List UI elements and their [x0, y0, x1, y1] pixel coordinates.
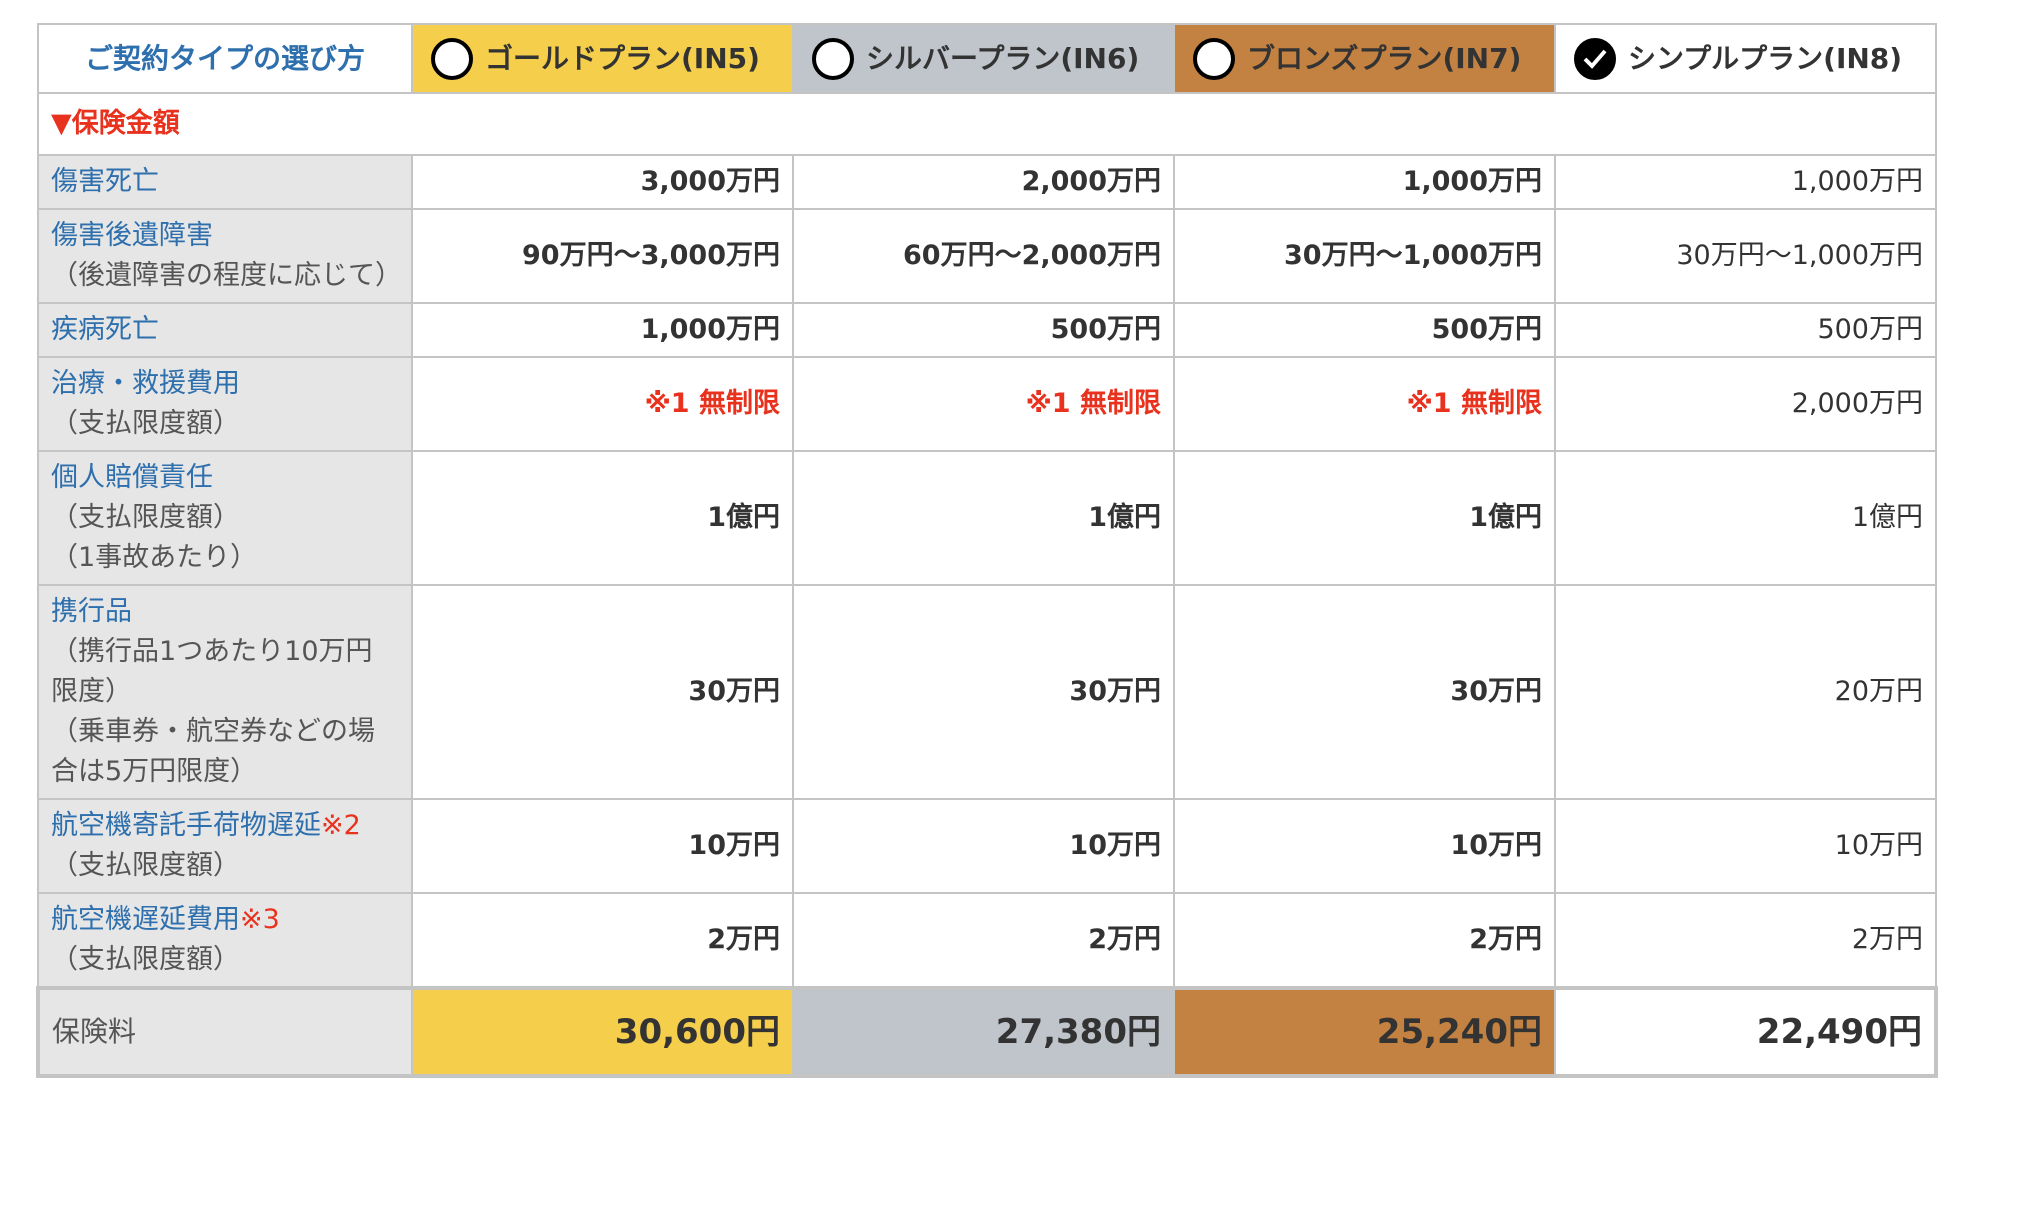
coverage-value: 1億円	[1554, 450, 1937, 586]
coverage-value: 1,000万円	[1554, 154, 1937, 210]
coverage-name: 傷害後遺障害	[51, 220, 213, 251]
coverage-detail: （支払限度額）	[51, 408, 240, 439]
plan-radio-label[interactable]: ブロンズプラン(IN7)	[1187, 37, 1542, 80]
coverage-name: 治療・救援費用	[51, 368, 240, 399]
coverage-value: 2万円	[1173, 892, 1556, 989]
plan-name: シンプルプラン(IN8)	[1628, 41, 1903, 75]
row-label: 治療・救援費用 （支払限度額）	[37, 356, 413, 452]
coverage-value: 1億円	[1173, 450, 1556, 586]
coverage-value: 3,000万円	[411, 154, 794, 210]
coverage-value: 500万円	[1554, 302, 1937, 358]
coverage-name: 携行品	[51, 596, 132, 627]
coverage-detail: （携行品1つあたり10万円限度）	[51, 636, 373, 707]
premium-value: 27,380円	[792, 986, 1175, 1078]
plan-option-1[interactable]: ゴールドプラン(IN5)	[411, 23, 794, 94]
row-label: 個人賠償責任 （支払限度額） （1事故あたり）	[37, 450, 413, 586]
table-row: 航空機遅延費用※3 （支払限度額） 2万円 2万円 2万円 2万円	[37, 892, 1937, 989]
plan-name: ブロンズプラン(IN7)	[1247, 41, 1522, 75]
coverage-value: 60万円〜2,000万円	[792, 208, 1175, 304]
coverage-value: 30万円〜1,000万円	[1173, 208, 1556, 304]
coverage-value: 30万円	[1173, 584, 1556, 800]
plan-radio-label[interactable]: シルバープラン(IN6)	[806, 37, 1161, 80]
coverage-value: ※1 無制限	[792, 356, 1175, 452]
coverage-value: 30万円〜1,000万円	[1554, 208, 1937, 304]
coverage-detail: （乗車券・航空券などの場合は5万円限度）	[51, 716, 375, 787]
coverage-name: 個人賠償責任	[51, 462, 213, 493]
coverage-value: 1億円	[792, 450, 1175, 586]
coverage-value: 1億円	[411, 450, 794, 586]
table-row: 航空機寄託手荷物遅延※2 （支払限度額） 10万円 10万円 10万円 10万円	[37, 798, 1937, 894]
coverage-value: 10万円	[411, 798, 794, 894]
table-row: 傷害後遺障害 （後遺障害の程度に応じて） 90万円〜3,000万円 60万円〜2,00…	[37, 208, 1937, 304]
coverage-value: 10万円	[792, 798, 1175, 894]
coverage-name: 疾病死亡	[51, 314, 159, 345]
premium-value: 25,240円	[1173, 986, 1556, 1078]
coverage-name: 航空機寄託手荷物遅延	[51, 810, 321, 841]
coverage-name: 傷害死亡	[51, 166, 159, 197]
radio-checked-icon[interactable]	[1574, 37, 1616, 80]
row-label: 航空機寄託手荷物遅延※2 （支払限度額）	[37, 798, 413, 894]
coverage-value: 500万円	[792, 302, 1175, 358]
table-row: 疾病死亡 1,000万円 500万円 500万円 500万円	[37, 302, 1937, 358]
plan-name: シルバープラン(IN6)	[866, 41, 1140, 75]
coverage-value: 90万円〜3,000万円	[411, 208, 794, 304]
plan-name: ゴールドプラン(IN5)	[485, 41, 760, 75]
radio-unchecked-icon[interactable]	[812, 37, 854, 80]
section-row: ▼保険金額	[37, 92, 1937, 156]
premium-value: 30,600円	[411, 986, 794, 1078]
table-row: 治療・救援費用 （支払限度額） ※1 無制限 ※1 無制限 ※1 無制限 2,000万円	[37, 356, 1937, 452]
coverage-value: 2万円	[1554, 892, 1937, 989]
coverage-note: ※2	[321, 810, 361, 841]
coverage-value: 2,000万円	[792, 154, 1175, 210]
premium-value: 22,490円	[1554, 986, 1938, 1078]
coverage-value: 2万円	[792, 892, 1175, 989]
row-label: 傷害後遺障害 （後遺障害の程度に応じて）	[37, 208, 413, 304]
coverage-detail: （1事故あたり）	[51, 542, 258, 573]
row-label: 携行品 （携行品1つあたり10万円限度） （乗車券・航空券などの場合は5万円限度）	[37, 584, 413, 800]
plan-radio-label[interactable]: シンプルプラン(IN8)	[1568, 37, 1923, 80]
plan-option-4[interactable]: シンプルプラン(IN8)	[1554, 23, 1937, 94]
coverage-note: ※3	[240, 904, 280, 935]
coverage-value: 1,000万円	[1173, 154, 1556, 210]
coverage-detail: （支払限度額）	[51, 944, 240, 975]
coverage-name: 航空機遅延費用	[51, 904, 240, 935]
table-row: 携行品 （携行品1つあたり10万円限度） （乗車券・航空券などの場合は5万円限度） 3…	[37, 584, 1937, 800]
coverage-value: 30万円	[792, 584, 1175, 800]
premium-label: 保険料	[36, 986, 413, 1078]
coverage-value: ※1 無制限	[1173, 356, 1556, 452]
coverage-value: 2万円	[411, 892, 794, 989]
row-label: 疾病死亡	[37, 302, 413, 358]
plan-comparison-table: ご契約タイプの選び方 ゴールドプラン(IN5) シルバープラン(IN6) ブロンズプ…	[36, 23, 1938, 1078]
coverage-detail: （支払限度額）	[51, 502, 240, 533]
plan-radio-label[interactable]: ゴールドプラン(IN5)	[425, 37, 780, 80]
coverage-value: 2,000万円	[1554, 356, 1937, 452]
plan-option-3[interactable]: ブロンズプラン(IN7)	[1173, 23, 1556, 94]
coverage-value: 30万円	[411, 584, 794, 800]
table-row: 個人賠償責任 （支払限度額） （1事故あたり） 1億円 1億円 1億円 1億円	[37, 450, 1937, 586]
header-row: ご契約タイプの選び方 ゴールドプラン(IN5) シルバープラン(IN6) ブロンズプ…	[37, 23, 1937, 94]
premium-row: 保険料 30,600円 27,380円 25,240円 22,490円	[36, 986, 1938, 1078]
radio-unchecked-icon[interactable]	[431, 37, 473, 80]
coverage-detail: （支払限度額）	[51, 850, 240, 881]
coverage-value: ※1 無制限	[411, 356, 794, 452]
coverage-value: 10万円	[1173, 798, 1556, 894]
coverage-value: 20万円	[1554, 584, 1937, 800]
row-label: 航空機遅延費用※3 （支払限度額）	[37, 892, 413, 989]
coverage-value: 500万円	[1173, 302, 1556, 358]
radio-unchecked-icon[interactable]	[1193, 37, 1235, 80]
plan-option-2[interactable]: シルバープラン(IN6)	[792, 23, 1175, 94]
section-title: ▼保険金額	[37, 92, 1937, 156]
coverage-detail: （後遺障害の程度に応じて）	[51, 260, 402, 291]
row-label: 傷害死亡	[37, 154, 413, 210]
coverage-value: 1,000万円	[411, 302, 794, 358]
table-title: ご契約タイプの選び方	[37, 23, 413, 94]
table-row: 傷害死亡 3,000万円 2,000万円 1,000万円 1,000万円	[37, 154, 1937, 210]
coverage-value: 10万円	[1554, 798, 1937, 894]
